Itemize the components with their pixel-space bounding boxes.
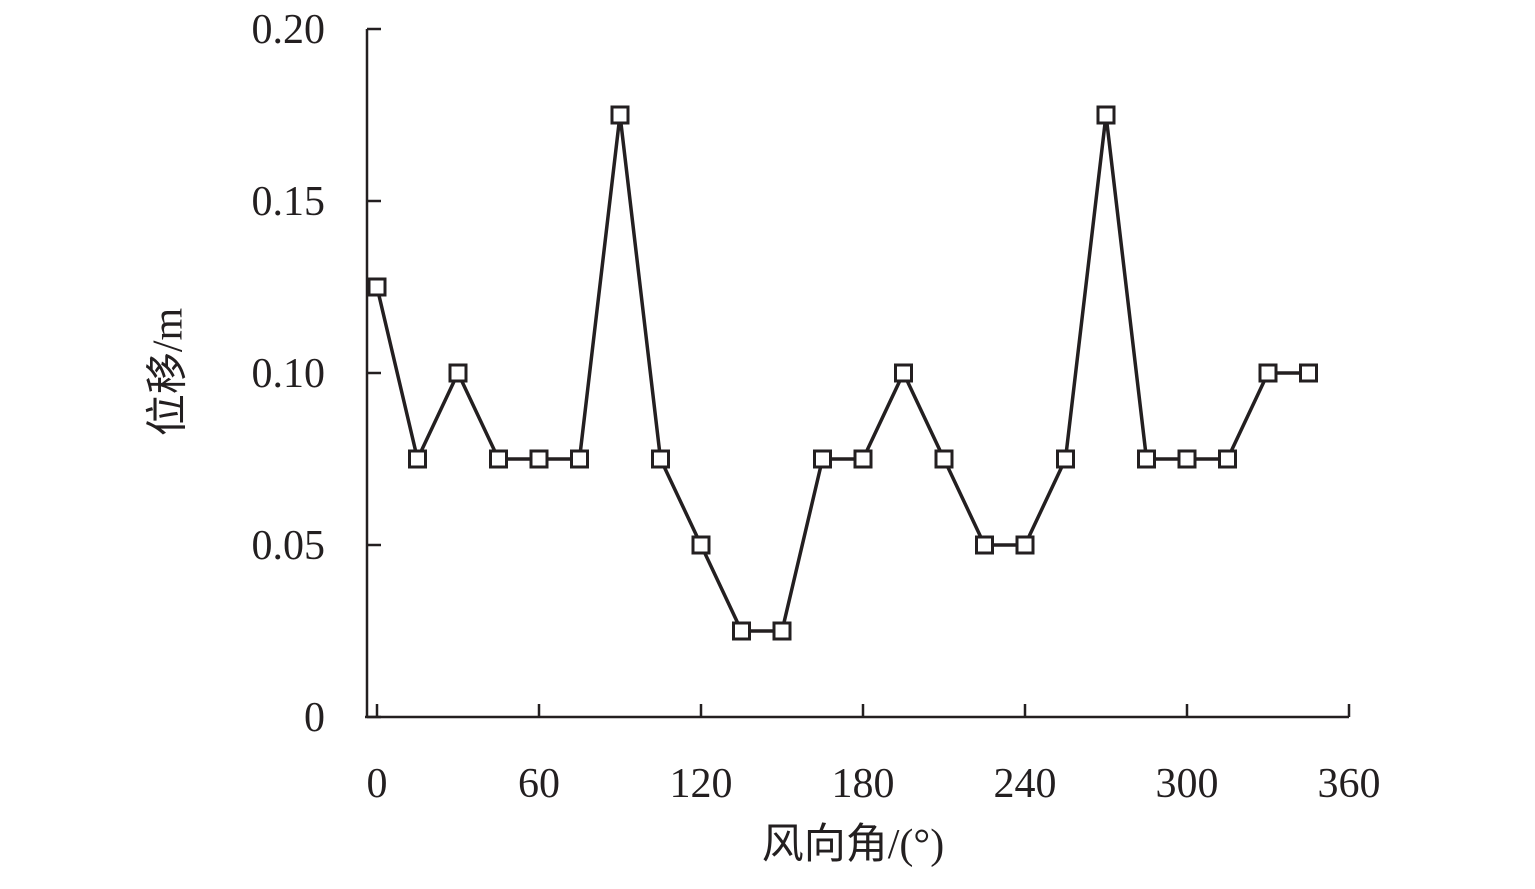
- y-tick-label: 0.20: [252, 7, 326, 53]
- data-marker: [1218, 449, 1237, 469]
- x-tick-label: 0: [367, 761, 388, 807]
- data-marker: [570, 449, 589, 469]
- x-tick-label: 300: [1156, 761, 1219, 807]
- x-tick-label: 120: [670, 761, 733, 807]
- data-marker: [448, 363, 468, 383]
- data-marker: [1137, 449, 1156, 469]
- data-marker: [1177, 449, 1197, 469]
- x-tick-label: 240: [994, 761, 1057, 807]
- data-marker: [934, 449, 954, 469]
- data-marker: [529, 449, 549, 469]
- data-marker: [408, 449, 427, 469]
- data-marker: [853, 449, 873, 469]
- data-marker: [1258, 363, 1278, 383]
- y-tick-label: 0.05: [252, 523, 326, 569]
- x-axis-label: 风向角/(°): [762, 822, 944, 868]
- y-tick-label: 0.10: [252, 351, 326, 397]
- x-tick-label: 360: [1318, 761, 1381, 807]
- data-marker: [1056, 449, 1075, 469]
- data-marker: [691, 535, 711, 555]
- data-marker: [732, 621, 751, 641]
- data-marker: [1299, 363, 1318, 383]
- y-axis-label: 位移/m: [145, 308, 192, 437]
- y-tick-label: 0: [304, 695, 325, 741]
- data-marker: [489, 449, 508, 469]
- data-marker: [772, 621, 792, 641]
- data-marker: [651, 449, 670, 469]
- y-tick-label: 0.15: [252, 179, 326, 225]
- x-tick-label: 60: [518, 761, 560, 807]
- data-line: [375, 114, 1309, 633]
- data-marker: [1096, 105, 1116, 125]
- data-marker: [367, 277, 387, 297]
- data-marker: [1015, 535, 1035, 555]
- data-marker: [975, 535, 994, 555]
- data-marker: [610, 105, 630, 125]
- data-marker: [894, 363, 913, 383]
- x-tick-label: 180: [832, 761, 895, 807]
- data-marker: [813, 449, 832, 469]
